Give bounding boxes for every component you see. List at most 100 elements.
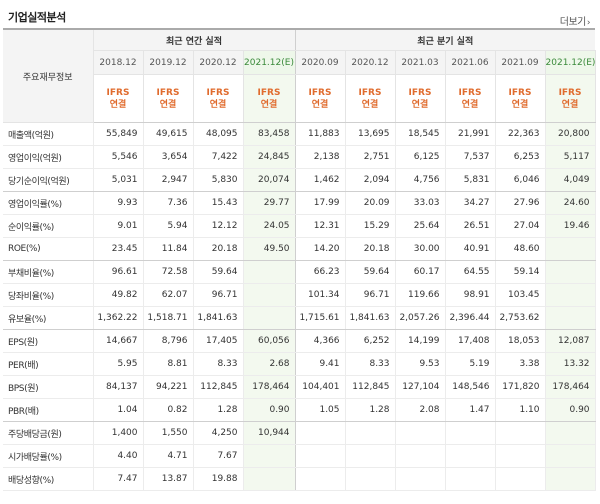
- table-cell: 17.99: [295, 191, 346, 215]
- table-cell: 60,056: [243, 329, 296, 353]
- table-cell: 94,221: [143, 375, 194, 399]
- table-cell: 178,464: [545, 375, 596, 399]
- row-label: PER(배): [3, 352, 94, 376]
- table-cell: 83,458: [243, 122, 296, 146]
- table-cell: 5.94: [143, 214, 194, 238]
- table-cell: 104,401: [295, 375, 346, 399]
- accounting-standard-header: IFRS 연결: [193, 74, 244, 123]
- table-cell: 48,095: [193, 122, 244, 146]
- table-cell: 62.07: [143, 283, 194, 307]
- accounting-standard-header: IFRS 연결: [395, 74, 446, 123]
- table-row: 순이익률(%) 9.01 5.94 12.12 24.05 12.31 15.29 25.64…: [3, 214, 596, 238]
- ifrs-label: IFRS: [508, 87, 532, 98]
- table-cell: 1.10: [495, 398, 546, 422]
- ifrs-label: IFRS: [408, 87, 432, 98]
- table-cell: [445, 467, 496, 491]
- ifrs-label: IFRS: [156, 87, 180, 98]
- table-cell: [495, 444, 546, 468]
- table-cell: [545, 260, 596, 284]
- table-cell: 66.23: [295, 260, 346, 284]
- table-cell: 1,841.63: [345, 306, 396, 330]
- table-row: 당좌비율(%) 49.82 62.07 96.71 101.34 96.71 119.66 9…: [3, 283, 596, 307]
- table-cell: 29.77: [243, 191, 296, 215]
- row-label: PBR(배): [3, 398, 94, 422]
- table-cell: 5,546: [93, 145, 144, 169]
- table-cell: 60.17: [395, 260, 446, 284]
- table-cell: 0.90: [243, 398, 296, 422]
- table-cell: 59.14: [495, 260, 546, 284]
- table-cell: 13.87: [143, 467, 194, 491]
- table-cell: 49.82: [93, 283, 144, 307]
- table-cell: 14,667: [93, 329, 144, 353]
- table-cell: [345, 467, 396, 491]
- period-header: 2019.12: [143, 50, 194, 75]
- table-cell: 7,537: [445, 145, 496, 169]
- table-cell: 1,400: [93, 421, 144, 445]
- table-row: 시가배당률(%) 4.40 4.71 7.67: [3, 444, 596, 468]
- table-cell: 1,715.61: [295, 306, 346, 330]
- table-cell: 25.64: [395, 214, 446, 238]
- table-row: 배당성향(%) 7.47 13.87 19.88: [3, 467, 596, 491]
- table-cell: 26.51: [445, 214, 496, 238]
- table-cell: 96.71: [193, 283, 244, 307]
- table-cell: 1,362.22: [93, 306, 144, 330]
- table-cell: [495, 421, 546, 445]
- table-cell: [243, 467, 296, 491]
- table-cell: 96.61: [93, 260, 144, 284]
- table-cell: [345, 421, 396, 445]
- table-cell: 4.71: [143, 444, 194, 468]
- table-cell: [395, 467, 446, 491]
- table-cell: 24.60: [545, 191, 596, 215]
- table-cell: 20,074: [243, 168, 296, 192]
- table-cell: [545, 444, 596, 468]
- table-cell: 178,464: [243, 375, 296, 399]
- table-cell: [545, 283, 596, 307]
- period-header: 2020.12: [345, 50, 396, 75]
- table-cell: 59.64: [345, 260, 396, 284]
- table-cell: 49,615: [143, 122, 194, 146]
- table-cell: 13,695: [345, 122, 396, 146]
- table-cell: 12.31: [295, 214, 346, 238]
- period-header: 2021.03: [395, 50, 446, 75]
- table-cell: 17,405: [193, 329, 244, 353]
- table-cell: 12.12: [193, 214, 244, 238]
- ifrs-label: IFRS: [106, 87, 130, 98]
- row-label-header: 주요재무정보: [3, 28, 94, 123]
- table-row: BPS(원) 84,137 94,221 112,845 178,464 104,401 1…: [3, 375, 596, 399]
- row-label: 영업이익(억원): [3, 145, 94, 169]
- table-row: PER(배) 5.95 8.81 8.33 2.68 9.41 8.33 9.53 5.19 3.…: [3, 352, 596, 376]
- table-cell: 4,049: [545, 168, 596, 192]
- row-label: 영업이익률(%): [3, 191, 94, 215]
- table-cell: 8.81: [143, 352, 194, 376]
- more-link[interactable]: 더보기›: [560, 13, 591, 28]
- table-cell: [445, 444, 496, 468]
- table-cell: 9.53: [395, 352, 446, 376]
- table-cell: 18,545: [395, 122, 446, 146]
- table-cell: 48.60: [495, 237, 546, 261]
- table-cell: 119.66: [395, 283, 446, 307]
- row-label: 순이익률(%): [3, 214, 94, 238]
- table-cell: 30.00: [395, 237, 446, 261]
- table-cell: 72.58: [143, 260, 194, 284]
- table-cell: [545, 467, 596, 491]
- table-cell: 9.01: [93, 214, 144, 238]
- table-cell: 27.96: [495, 191, 546, 215]
- table-row: 부채비율(%) 96.61 72.58 59.64 66.23 59.64 60.17 64.…: [3, 260, 596, 284]
- table-cell: [345, 444, 396, 468]
- table-cell: 112,845: [345, 375, 396, 399]
- table-cell: 13.32: [545, 352, 596, 376]
- accounting-standard-header: IFRS 연결: [295, 74, 346, 123]
- table-cell: 17,408: [445, 329, 496, 353]
- table-cell: 171,820: [495, 375, 546, 399]
- accounting-standard-header: IFRS 연결: [545, 74, 596, 123]
- row-label: EPS(원): [3, 329, 94, 353]
- accounting-standard-header: IFRS 연결: [243, 74, 296, 123]
- table-cell: 2.08: [395, 398, 446, 422]
- table-row: EPS(원) 14,667 8,796 17,405 60,056 4,366 6,252 1…: [3, 329, 596, 353]
- table-cell: 8,796: [143, 329, 194, 353]
- table-cell: 14.20: [295, 237, 346, 261]
- table-cell: 5,031: [93, 168, 144, 192]
- row-label: 부채비율(%): [3, 260, 94, 284]
- section-title: 기업실적분석: [8, 11, 66, 24]
- ifrs-label: IFRS: [558, 87, 582, 98]
